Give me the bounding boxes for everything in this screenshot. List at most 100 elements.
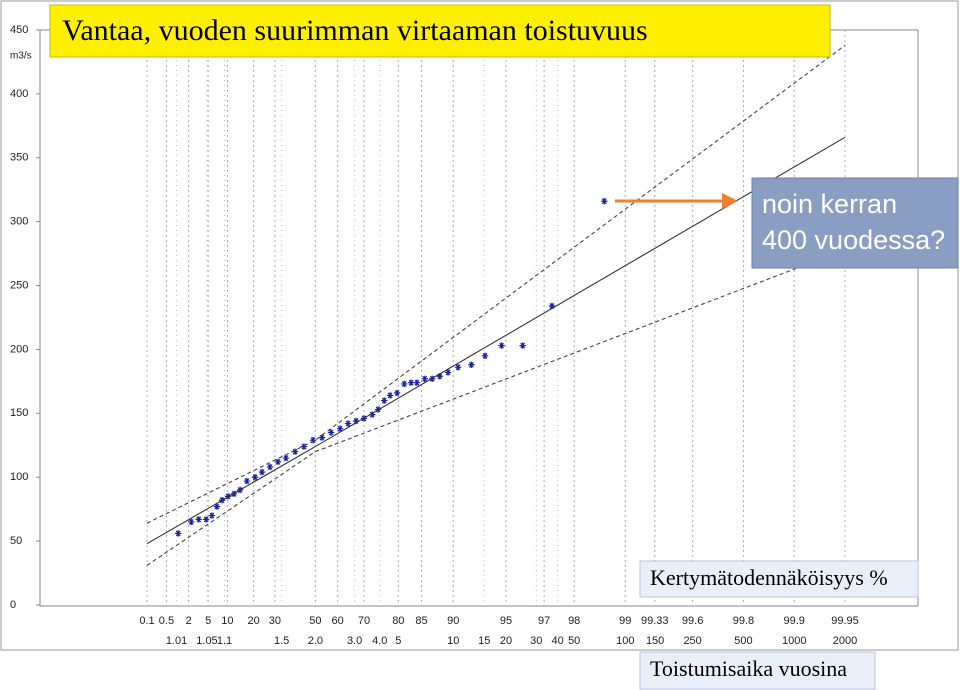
x-tick-label: 98	[568, 615, 580, 627]
data-point	[327, 429, 335, 436]
confidence-line	[146, 249, 846, 566]
data-point	[318, 434, 326, 441]
data-point	[444, 369, 452, 376]
data-point	[436, 373, 443, 380]
y-tick-label: 50	[10, 535, 22, 547]
x2-tick-label: 150	[646, 635, 664, 647]
x2-tick-label: 20	[500, 635, 512, 647]
x-tick-label: 60	[332, 615, 344, 627]
annotation: 400 vuodessa?	[762, 225, 945, 255]
x2-tick-label: 4.0	[372, 635, 387, 647]
outer-frame	[0, 0, 959, 651]
y-tick-label: 150	[10, 407, 28, 419]
x2-tick-label: 15	[478, 635, 490, 647]
data-point	[291, 448, 299, 455]
data-point	[393, 389, 401, 397]
x2-tick-label: 500	[734, 635, 752, 647]
data-point	[282, 454, 290, 462]
y-tick-label: 450	[10, 24, 28, 36]
data-point	[258, 468, 266, 476]
data-point	[498, 342, 505, 349]
x-tick-label: 99	[619, 615, 631, 627]
data-point	[336, 425, 344, 432]
x-tick-label: 50	[309, 615, 321, 627]
x-tick-label: 99.8	[733, 615, 754, 627]
x-tick-label: 99.9	[784, 615, 805, 627]
x2-tick-label: 1.1	[217, 635, 232, 647]
y-tick-label: 350	[10, 152, 28, 164]
data-point	[213, 503, 221, 510]
data-point	[454, 364, 462, 371]
data-point	[251, 474, 259, 481]
data-point	[601, 198, 608, 205]
x-axis-label: Kertymätodennäköisyys %	[650, 565, 888, 590]
y-unit: m3/s	[10, 51, 32, 62]
data-point	[243, 477, 251, 485]
data-point	[386, 392, 394, 399]
data-point	[202, 516, 210, 523]
grid	[36, 29, 846, 606]
title-box	[49, 4, 831, 58]
x-tick-label: 99.6	[682, 615, 703, 627]
data-point	[401, 380, 408, 388]
x2-tick-label: 50	[568, 635, 580, 647]
x2-tick-label: 10	[447, 635, 459, 647]
data-point	[274, 458, 282, 466]
x-tick-label: 20	[248, 615, 260, 627]
x-tick-label: 70	[358, 615, 370, 627]
x2-tick-label: 1000	[782, 635, 806, 647]
data-point	[309, 436, 317, 444]
y-tick-label: 250	[10, 279, 28, 291]
x2-tick-label: 250	[683, 635, 701, 647]
y-tick-label: 400	[10, 88, 28, 100]
x2-label-box	[639, 651, 876, 690]
x-tick-label: 99.33	[641, 615, 669, 627]
x-tick-label: 95	[500, 615, 512, 627]
y-tick-label: 300	[10, 216, 28, 228]
data-point	[175, 530, 182, 537]
data-point	[195, 516, 202, 523]
data-point	[344, 420, 352, 427]
x-tick-label: 97	[538, 615, 550, 627]
y-tick-label: 0	[10, 599, 16, 611]
data-point	[208, 512, 216, 519]
data-point	[266, 463, 274, 471]
x2-tick-label: 2.0	[308, 635, 323, 647]
x2-tick-label: 1.05	[196, 635, 217, 647]
data-point	[468, 361, 475, 368]
data-point	[352, 417, 360, 425]
data-point	[519, 342, 526, 349]
data-point	[381, 397, 388, 404]
data-point	[300, 443, 308, 450]
x-tick-label: 90	[447, 615, 459, 627]
data-point	[407, 379, 415, 386]
x2-tick-label: 2000	[833, 635, 857, 647]
annotation: noin kerran	[762, 189, 897, 219]
data-point	[548, 302, 556, 310]
y-tick-label: 100	[10, 471, 28, 483]
x2-tick-label: 5	[395, 635, 401, 647]
data-point	[368, 411, 376, 418]
x-tick-label: 10	[221, 615, 233, 627]
x-tick-label: 2	[186, 615, 192, 627]
data-point	[421, 375, 428, 383]
x2-tick-label: 1.5	[274, 635, 289, 647]
chart-title: Vantaa, vuoden suurimman virtaaman toist…	[62, 14, 648, 47]
x2-tick-label: 3.0	[347, 635, 362, 647]
data-point	[413, 379, 421, 386]
x2-tick-label: 40	[552, 635, 564, 647]
x2-tick-label: 1.01	[166, 635, 187, 647]
trend-line	[146, 136, 846, 545]
x-tick-label: 99.95	[831, 615, 859, 627]
y-tick-label: 200	[10, 343, 28, 355]
annotation-box	[751, 177, 959, 269]
marks	[146, 44, 846, 566]
data-point	[188, 518, 195, 526]
x-tick-label: 30	[269, 615, 281, 627]
x-tick-label: 0.1	[139, 615, 154, 627]
x2-axis-label: Toistumisaika vuosina	[650, 656, 847, 681]
x-tick-label: 0.5	[159, 615, 174, 627]
x2-tick-label: 100	[616, 635, 634, 647]
arrow-head	[722, 193, 738, 209]
